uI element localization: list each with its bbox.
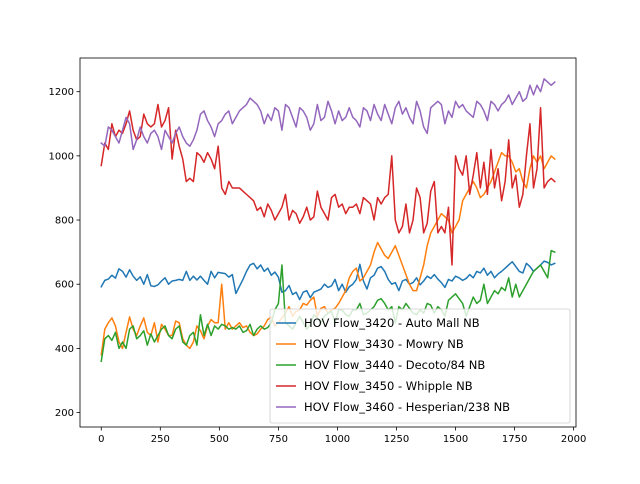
y-tick-label: 200 — [55, 408, 74, 419]
x-tick-label: 0 — [98, 434, 104, 445]
y-tick-label: 1200 — [49, 87, 74, 98]
axes-layer: 0 250 500 750 1000 1250 1500 1750 2000 200 400 600 8… — [49, 57, 586, 445]
y-tick-label: 600 — [55, 280, 74, 291]
legend-label-4: HOV Flow_3450 - Whipple NB — [304, 379, 473, 393]
x-tick-label: 750 — [269, 434, 288, 445]
series-line-1 — [100, 260, 556, 301]
legend-label-2: HOV Flow_3430 - Mowry NB — [304, 337, 464, 351]
x-tick-label: 250 — [151, 434, 170, 445]
legend: HOV Flow_3420 - Auto Mall NB HOV Flow_343… — [269, 308, 571, 424]
series-line-4 — [100, 103, 556, 266]
series-line-5 — [100, 78, 556, 151]
x-tick-label: 1000 — [325, 434, 350, 445]
x-tick-label: 500 — [210, 434, 229, 445]
y-tick-label: 800 — [55, 216, 74, 227]
y-tick-label: 400 — [55, 344, 74, 355]
axes-frame — [79, 57, 577, 428]
x-tick-label: 1750 — [502, 434, 527, 445]
legend-label-1: HOV Flow_3420 - Auto Mall NB — [304, 316, 480, 330]
legend-label-3: HOV Flow_3440 - Decoto/84 NB — [304, 358, 485, 372]
legend-label-5: HOV Flow_3460 - Hesperian/238 NB — [304, 400, 510, 414]
x-tick-label: 2000 — [561, 434, 586, 445]
y-tick-label: 1000 — [49, 151, 74, 162]
x-tick-label: 1250 — [384, 434, 409, 445]
x-tick-label: 1500 — [443, 434, 468, 445]
legend-box — [269, 308, 571, 424]
